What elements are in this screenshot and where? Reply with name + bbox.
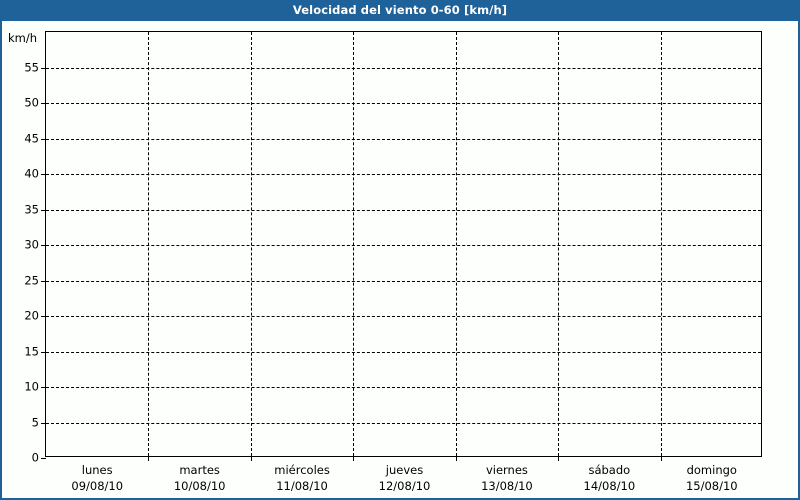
y-axis-tick-label: 20: [24, 308, 39, 323]
y-axis-tick: [41, 209, 46, 211]
y-axis-tick-label: 15: [24, 343, 39, 358]
x-axis-date: 14/08/10: [583, 479, 636, 494]
y-axis-tick: [41, 458, 46, 459]
x-axis-tick-label: miércoles 11/08/10: [274, 463, 330, 494]
x-axis-tick-label: domingo 15/08/10: [686, 463, 738, 494]
gridline-horizontal: [46, 245, 761, 246]
x-axis-tick: [353, 456, 355, 461]
x-axis-date: 09/08/10: [71, 479, 124, 494]
x-axis-tick: [558, 456, 560, 461]
gridline-vertical: [558, 32, 560, 456]
y-axis-tick-label: 10: [24, 379, 39, 394]
chart-frame: km/h 0 5 10 15 20 25 30 35 40 45 50 55 lunes 09/08/1…: [0, 21, 800, 500]
gridline-horizontal: [46, 209, 761, 211]
gridline-horizontal: [46, 103, 761, 104]
x-axis-tick-label: jueves 12/08/10: [379, 463, 431, 494]
y-axis-tick-label: 5: [31, 414, 39, 429]
y-axis-tick: [41, 351, 46, 353]
y-axis-tick-label: 55: [24, 59, 39, 74]
y-axis-tick: [41, 103, 46, 104]
gridline-horizontal: [46, 387, 761, 388]
x-axis-date: 12/08/10: [378, 479, 431, 494]
x-axis-tick-label: viernes 13/08/10: [481, 463, 533, 494]
gridline-horizontal: [46, 138, 761, 140]
x-axis-date: 13/08/10: [481, 479, 533, 494]
x-axis-tick: [250, 456, 252, 461]
gridline-horizontal: [46, 422, 761, 424]
x-axis-tick-label: sábado 14/08/10: [584, 463, 636, 494]
x-axis-day-name: lunes: [81, 463, 113, 477]
gridline-horizontal: [46, 316, 761, 317]
y-axis-tick: [41, 387, 46, 388]
page-title: Velocidad del viento 0-60 [km/h]: [292, 2, 508, 17]
x-axis-tick-label: martes 10/08/10: [174, 463, 226, 494]
y-axis-tick: [41, 316, 46, 317]
y-axis-tick-label: 30: [24, 237, 39, 252]
x-axis-date: 11/08/10: [276, 479, 328, 494]
y-axis-tick: [41, 174, 46, 175]
plot-area: 0 5 10 15 20 25 30 35 40 45 50 55 lunes 09/08/10 mart…: [24, 31, 762, 493]
x-axis-day-name: martes: [179, 463, 220, 477]
y-axis-tick: [41, 245, 46, 246]
y-axis-tick: [41, 422, 46, 424]
y-axis-tick-label: 25: [24, 272, 39, 287]
x-axis-date: 15/08/10: [685, 479, 738, 494]
gridline-horizontal: [46, 351, 761, 353]
y-axis-tick: [41, 138, 46, 140]
y-axis-tick: [41, 67, 46, 69]
y-axis-tick-label: 45: [24, 130, 39, 145]
x-axis-tick: [148, 456, 150, 461]
x-axis-day-name: sábado: [588, 463, 631, 477]
x-axis-date: 10/08/10: [173, 479, 226, 494]
x-axis-day-name: domingo: [686, 463, 737, 477]
y-axis-tick: [41, 280, 46, 282]
x-axis-tick: [660, 456, 662, 461]
y-axis-tick-label: 0: [31, 450, 39, 465]
gridline-horizontal: [46, 280, 761, 282]
y-axis-tick-label: 40: [24, 166, 39, 181]
gridline-horizontal: [46, 174, 761, 175]
gridline-vertical: [455, 32, 457, 456]
y-axis-tick-label: 35: [24, 201, 39, 216]
x-axis-day-name: miércoles: [274, 463, 330, 477]
y-axis-unit-label: km/h: [8, 31, 38, 45]
gridline-vertical: [353, 32, 355, 456]
gridline-vertical: [250, 32, 252, 456]
x-axis-tick-label: lunes 09/08/10: [71, 463, 123, 494]
gridline-horizontal: [46, 67, 761, 69]
y-axis-tick-label: 50: [24, 95, 39, 110]
x-axis-tick: [455, 456, 457, 461]
window-titlebar: Velocidad del viento 0-60 [km/h]: [0, 0, 800, 21]
chart-canvas: km/h 0 5 10 15 20 25 30 35 40 45 50 55 lunes 09/08/1…: [2, 21, 798, 498]
x-axis-day-name: jueves: [385, 463, 424, 477]
x-axis-day-name: viernes: [485, 463, 528, 477]
gridline-vertical: [148, 32, 150, 456]
gridline-vertical: [660, 32, 662, 456]
